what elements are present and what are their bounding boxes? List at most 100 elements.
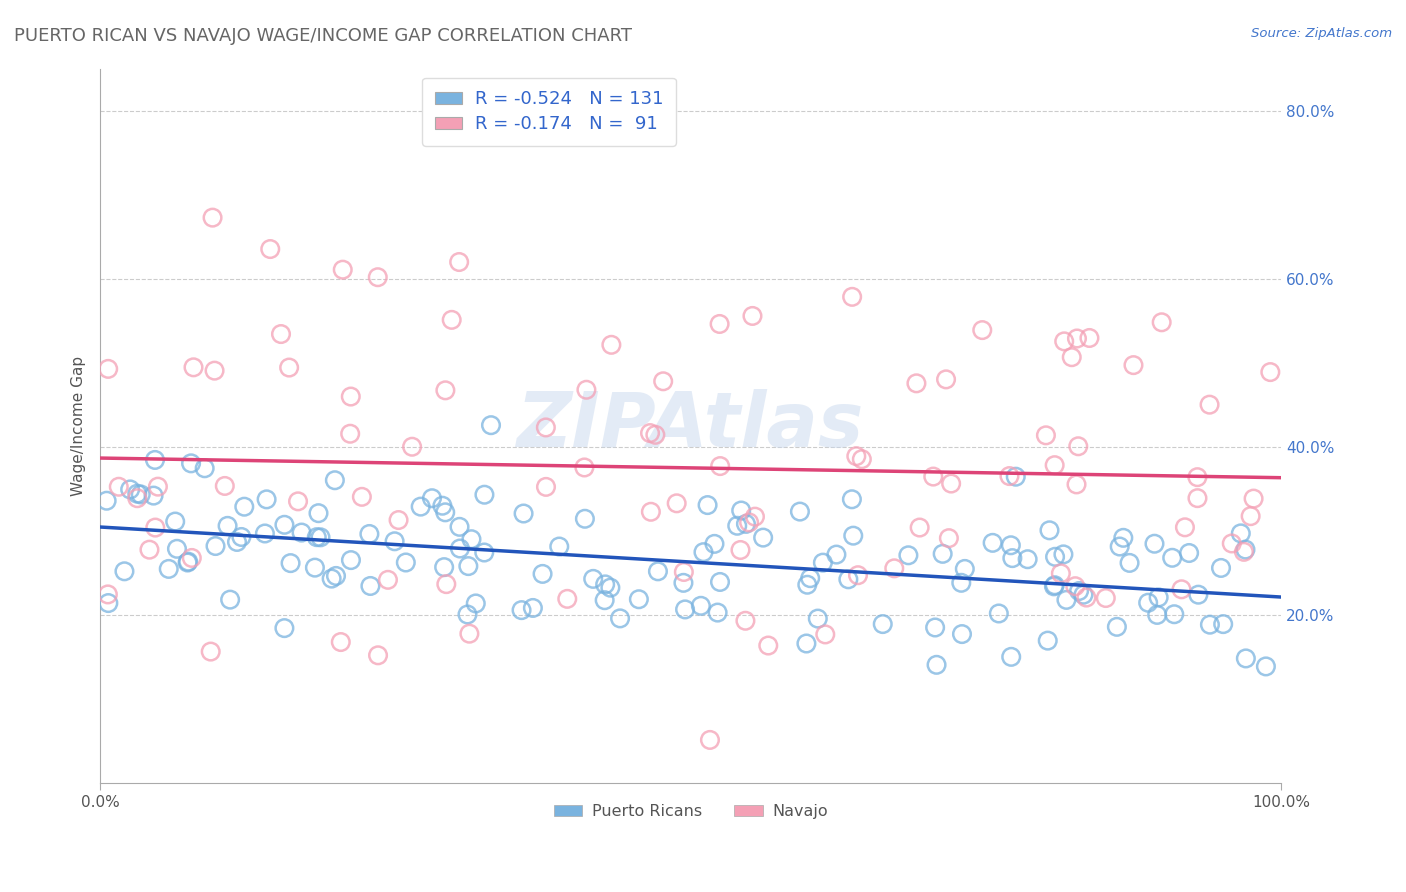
Point [1073, 588, 1095, 602]
Point [1038, 524, 1060, 538]
Point [180, 550, 202, 565]
Point [305, 530, 328, 544]
Point [734, 614, 756, 628]
Point [432, 499, 454, 513]
Point [908, 520, 931, 534]
Point [157, 562, 180, 576]
Point [1254, 659, 1277, 673]
Point [1001, 551, 1024, 566]
Point [575, 383, 598, 397]
Point [1004, 469, 1026, 483]
Point [972, 323, 994, 337]
Point [1060, 350, 1083, 364]
Point [534, 420, 557, 434]
Point [627, 592, 650, 607]
Point [924, 620, 946, 634]
Point [953, 562, 976, 576]
Point [689, 599, 711, 613]
Point [1094, 591, 1116, 605]
Point [1054, 593, 1077, 607]
Y-axis label: Wage/Income Gap: Wage/Income Gap [72, 356, 86, 496]
Point [204, 539, 226, 553]
Point [401, 440, 423, 454]
Point [709, 317, 731, 331]
Point [367, 270, 389, 285]
Point [1260, 365, 1282, 379]
Point [449, 255, 471, 269]
Point [922, 469, 945, 483]
Point [138, 542, 160, 557]
Point [609, 611, 631, 625]
Point [1118, 556, 1140, 570]
Point [1233, 545, 1256, 559]
Point [339, 390, 361, 404]
Point [395, 556, 418, 570]
Point [756, 639, 779, 653]
Point [1122, 358, 1144, 372]
Point [200, 644, 222, 658]
Point [672, 575, 695, 590]
Point [290, 525, 312, 540]
Point [950, 627, 973, 641]
Point [321, 572, 343, 586]
Point [325, 569, 347, 583]
Point [935, 372, 957, 386]
Point [647, 564, 669, 578]
Text: Source: ZipAtlas.com: Source: ZipAtlas.com [1251, 27, 1392, 40]
Point [214, 479, 236, 493]
Point [180, 456, 202, 470]
Point [593, 577, 616, 591]
Point [1150, 315, 1173, 329]
Point [1035, 428, 1057, 442]
Point [97, 362, 120, 376]
Point [814, 627, 837, 641]
Point [350, 490, 373, 504]
Point [1000, 649, 1022, 664]
Point [981, 536, 1004, 550]
Point [1066, 331, 1088, 345]
Point [1243, 491, 1265, 506]
Point [359, 579, 381, 593]
Point [323, 473, 346, 487]
Point [479, 418, 502, 433]
Point [939, 476, 962, 491]
Point [845, 449, 868, 463]
Point [449, 541, 471, 556]
Point [1067, 584, 1090, 599]
Point [692, 545, 714, 559]
Point [1234, 542, 1257, 557]
Point [640, 505, 662, 519]
Point [1234, 651, 1257, 665]
Point [1230, 526, 1253, 541]
Point [725, 518, 748, 533]
Point [1178, 546, 1201, 560]
Point [872, 617, 894, 632]
Point [1043, 578, 1066, 592]
Point [1076, 591, 1098, 605]
Point [510, 603, 533, 617]
Point [183, 360, 205, 375]
Point [457, 559, 479, 574]
Point [672, 565, 695, 579]
Point [534, 480, 557, 494]
Point [1053, 334, 1076, 349]
Point [744, 509, 766, 524]
Point [738, 516, 761, 530]
Point [233, 500, 256, 514]
Point [270, 326, 292, 341]
Point [304, 560, 326, 574]
Point [931, 547, 953, 561]
Point [176, 556, 198, 570]
Point [280, 556, 302, 570]
Point [1108, 540, 1130, 554]
Point [1147, 591, 1170, 605]
Point [522, 601, 544, 615]
Point [897, 549, 920, 563]
Point [1143, 537, 1166, 551]
Point [273, 621, 295, 635]
Point [938, 531, 960, 545]
Point [420, 491, 443, 506]
Point [97, 596, 120, 610]
Point [129, 487, 152, 501]
Point [332, 262, 354, 277]
